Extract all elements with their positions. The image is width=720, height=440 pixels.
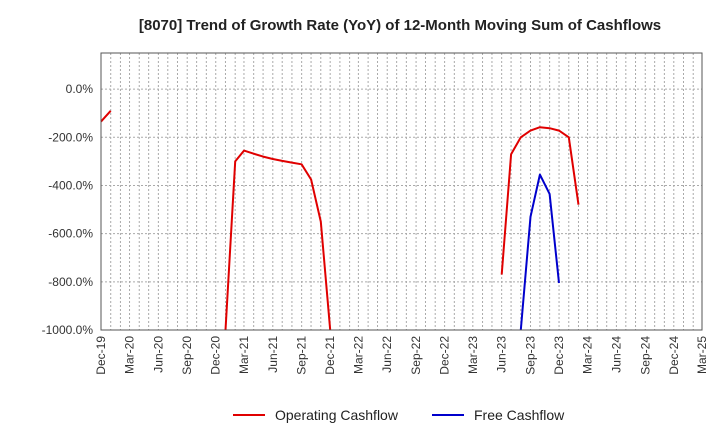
x-tick-label: Dec-20 <box>209 336 223 375</box>
legend: Operating Cashflow Free Cashflow <box>233 407 565 423</box>
x-tick-label: Mar-21 <box>237 336 251 374</box>
x-tick-label: Jun-20 <box>151 336 165 373</box>
series-line-operating-cashflow <box>100 110 112 123</box>
x-tick-label: Dec-23 <box>552 336 566 375</box>
x-tick-label: Dec-21 <box>323 336 337 375</box>
x-tick-label: Dec-19 <box>94 336 108 375</box>
x-tick-label: Dec-22 <box>438 336 452 375</box>
x-tick-label: Dec-24 <box>667 336 681 375</box>
series-line-operating-cashflow <box>500 126 580 275</box>
y-tick-label: -600.0% <box>48 227 93 241</box>
x-tick-label: Jun-23 <box>495 336 509 373</box>
x-tick-label: Mar-23 <box>466 336 480 374</box>
x-tick-label: Mar-20 <box>123 336 137 374</box>
y-tick-label: -400.0% <box>48 178 93 192</box>
legend-label-free-cashflow: Free Cashflow <box>474 407 565 423</box>
x-axis-ticks: Dec-19 Mar-20 Jun-20 Sep-20 Dec-20 Mar-21 Jun-… <box>94 336 709 375</box>
x-tick-label: Sep-21 <box>295 336 309 375</box>
x-tick-label: Sep-23 <box>524 336 538 375</box>
chart-title: [8070] Trend of Growth Rate (YoY) of 12-… <box>139 17 661 34</box>
y-tick-label: -1000.0% <box>42 323 94 337</box>
y-tick-label: -200.0% <box>48 130 93 144</box>
y-tick-label: 0.0% <box>66 82 94 96</box>
series-line-free-cashflow <box>519 173 560 331</box>
plot-frame <box>100 52 703 331</box>
x-tick-label: Mar-22 <box>351 336 365 374</box>
y-axis-ticks: 0.0% -200.0% -400.0% -600.0% -800.0% -1000.0% <box>42 82 94 337</box>
x-tick-label: Sep-20 <box>180 336 194 375</box>
y-tick-label: -800.0% <box>48 275 93 289</box>
series-line-operating-cashflow <box>224 149 332 331</box>
x-tick-label: Jun-21 <box>266 336 280 373</box>
plot-series <box>100 110 580 331</box>
legend-label-operating-cashflow: Operating Cashflow <box>275 407 399 423</box>
x-tick-label: Mar-24 <box>581 336 595 374</box>
grid <box>100 53 703 331</box>
x-tick-label: Jun-24 <box>609 336 623 373</box>
x-tick-label: Jun-22 <box>380 336 394 373</box>
x-tick-label: Sep-24 <box>638 336 652 375</box>
x-tick-label: Sep-22 <box>409 336 423 375</box>
x-tick-label: Mar-25 <box>695 336 709 374</box>
